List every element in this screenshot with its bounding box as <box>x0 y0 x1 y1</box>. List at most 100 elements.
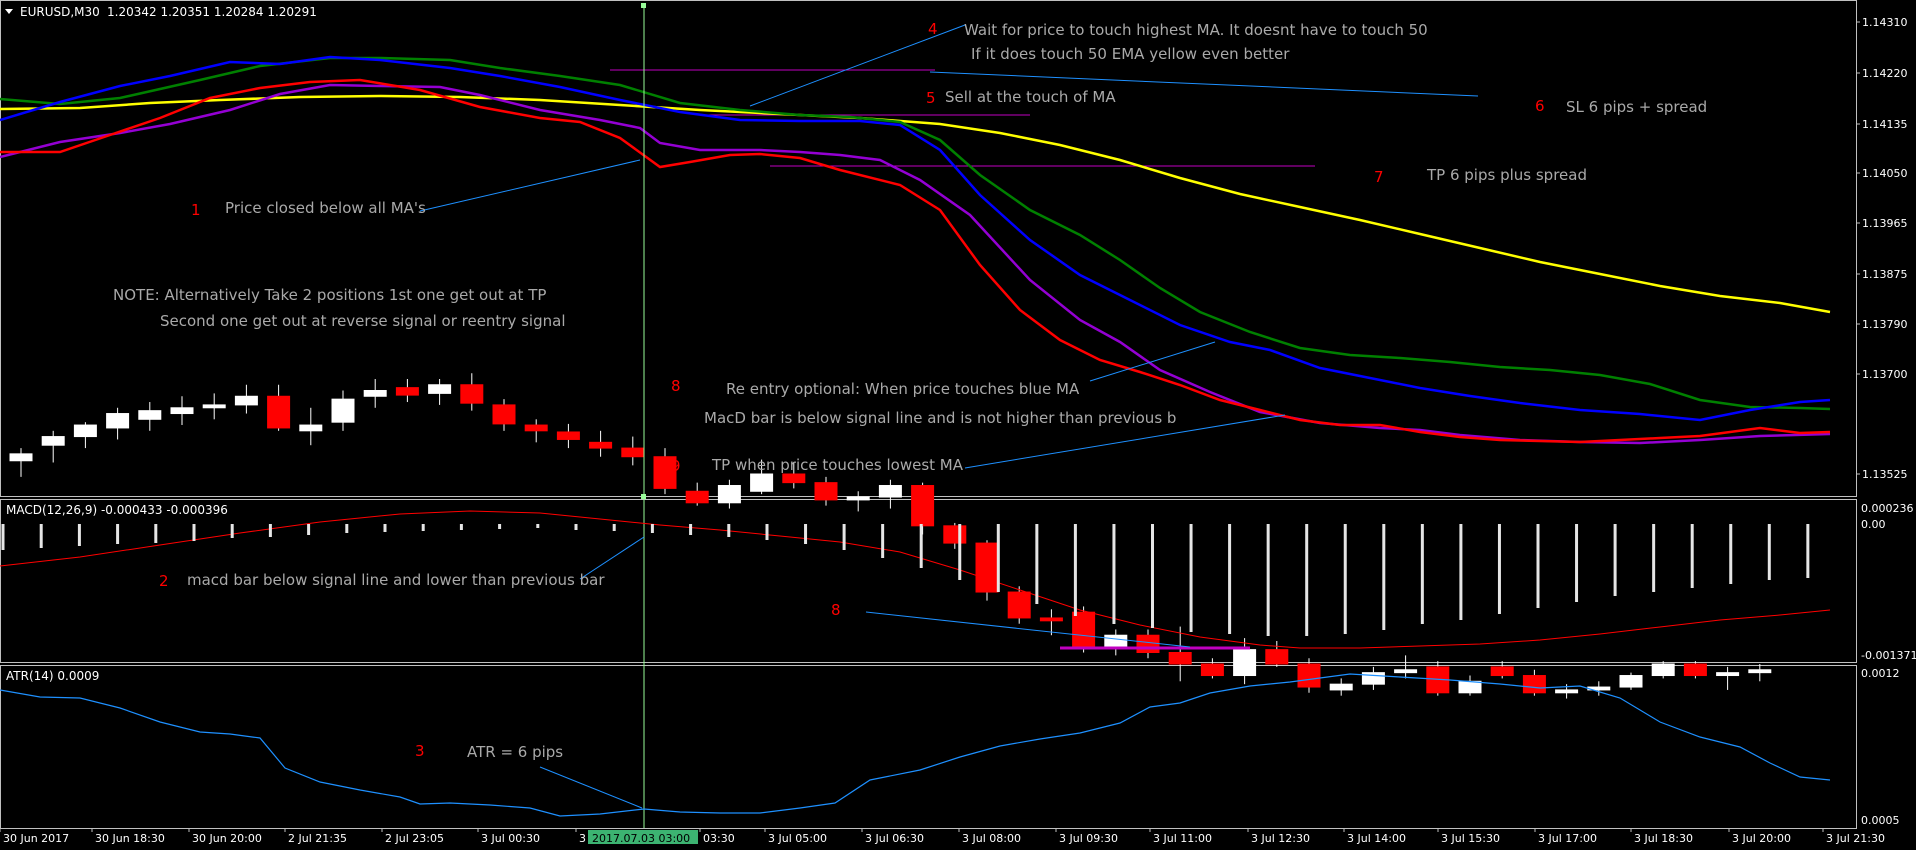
annotation-line-9[interactable] <box>964 414 1286 469</box>
macd-histogram[interactable] <box>1 524 1810 636</box>
candle-bull[interactable] <box>1619 675 1643 688</box>
note-text-b: Second one get out at reverse signal or … <box>160 312 566 330</box>
candle-bull[interactable] <box>1458 680 1482 694</box>
annotation-line-1[interactable] <box>419 159 641 212</box>
candle-bull[interactable] <box>1555 689 1579 694</box>
candle-bull[interactable] <box>1716 672 1740 677</box>
time-axis-label: 3 <box>579 832 586 845</box>
candle-bear[interactable] <box>492 404 516 425</box>
candle-bull[interactable] <box>106 413 130 429</box>
candle-bear[interactable] <box>814 482 838 501</box>
candle-bull[interactable] <box>234 395 258 406</box>
annotation-number-4: 4 <box>928 20 938 38</box>
ma-red-line[interactable] <box>0 78 1831 444</box>
candle-bear[interactable] <box>556 431 580 440</box>
candle-bull[interactable] <box>73 424 97 438</box>
macd-signal-line[interactable] <box>0 510 1831 649</box>
macd-axis-zero: 0.00 <box>1861 518 1886 531</box>
candle-bear[interactable] <box>1683 663 1707 677</box>
candle-bear[interactable] <box>1168 651 1192 665</box>
candle-bear[interactable] <box>1007 591 1031 619</box>
annotation-line-3[interactable] <box>539 766 643 809</box>
annotation-number-3: 3 <box>415 742 425 760</box>
annotation-text-5: Sell at the touch of MA <box>945 88 1116 106</box>
candle-bear[interactable] <box>267 395 291 429</box>
price-axis-label: 1.13875 <box>1862 268 1908 281</box>
candle-bear[interactable] <box>1490 666 1514 677</box>
candle-bear[interactable] <box>1136 634 1160 653</box>
annotation-number-8: 8 <box>671 377 681 395</box>
macd-label: MACD(12,26,9) -0.000433 -0.000396 <box>6 503 228 517</box>
sl-line[interactable] <box>929 71 1479 97</box>
ma-blue-line[interactable] <box>0 55 1831 422</box>
candle-bull[interactable] <box>299 424 323 432</box>
candle-bear[interactable] <box>621 447 645 458</box>
atr-line[interactable] <box>0 673 1831 817</box>
annotation-line-4[interactable] <box>749 24 966 107</box>
candle-bull[interactable] <box>1651 663 1675 677</box>
candle-bull[interactable] <box>1233 649 1257 677</box>
annotation-line-8[interactable] <box>1089 341 1216 382</box>
candle-bear[interactable] <box>782 473 806 484</box>
time-axis-label: 30 Jun 18:30 <box>95 832 165 845</box>
atr-panel[interactable] <box>0 665 1857 829</box>
candle-bull[interactable] <box>846 496 870 501</box>
candle-bull[interactable] <box>363 390 387 397</box>
candle-bull[interactable] <box>41 436 65 446</box>
atr-axis-bottom: 0.0005 <box>1861 814 1900 827</box>
candle-bull[interactable] <box>1104 634 1128 648</box>
price-axis-label: 1.14135 <box>1862 118 1908 131</box>
candle-bear[interactable] <box>685 490 709 504</box>
time-axis-label: 3 Jul 05:00 <box>768 832 827 845</box>
candle-bull[interactable] <box>331 398 355 423</box>
ma-purple-line[interactable] <box>0 83 1831 445</box>
crosshair-handle[interactable] <box>641 494 646 499</box>
crosshair-time-badge[interactable] <box>588 830 698 844</box>
candle-bear[interactable] <box>1072 611 1096 648</box>
candle-bear[interactable] <box>1297 663 1321 688</box>
candle-bear[interactable] <box>460 384 484 404</box>
candle-bear[interactable] <box>1265 649 1289 665</box>
crosshair-handle[interactable] <box>641 3 646 8</box>
candle-bear[interactable] <box>653 456 677 489</box>
annotation-number-7: 7 <box>1374 168 1384 186</box>
annotation-number-9: 9 <box>671 457 681 475</box>
annotation-text-8a: Re entry optional: When price touches bl… <box>726 380 1080 398</box>
candle-bull[interactable] <box>717 485 741 504</box>
candle-bull[interactable] <box>170 407 194 415</box>
candle-bull[interactable] <box>878 485 902 498</box>
time-axis-label: 30 Jun 2017 <box>3 832 69 845</box>
annotation-text-3: ATR = 6 pips <box>467 743 563 761</box>
candle-bull[interactable] <box>750 473 774 492</box>
annotation-line-2[interactable] <box>579 536 645 580</box>
macd-axis-top: 0.000236 <box>1861 502 1914 515</box>
annotation-text-7: TP 6 pips plus spread <box>1426 166 1587 184</box>
candle-bear[interactable] <box>911 485 935 527</box>
candle-bear[interactable] <box>943 525 967 544</box>
time-axis-label: 3 Jul 14:00 <box>1347 832 1406 845</box>
candle-bull[interactable] <box>1361 672 1385 685</box>
annotation-line-8b[interactable] <box>865 611 1191 648</box>
candle-bear[interactable] <box>1522 675 1546 694</box>
ma-green-line[interactable] <box>0 56 1831 411</box>
candle-bull[interactable] <box>1748 669 1772 674</box>
candle-bear[interactable] <box>524 424 548 432</box>
symbol-dropdown-icon[interactable] <box>5 9 13 14</box>
candle-bear[interactable] <box>589 441 613 449</box>
candle-bull[interactable] <box>1329 683 1353 691</box>
current-price-marker <box>1857 417 1916 431</box>
candle-bear[interactable] <box>1200 663 1224 677</box>
candle-bull[interactable] <box>9 453 33 462</box>
annotation-number-6: 6 <box>1535 97 1545 115</box>
candle-bear[interactable] <box>395 387 419 396</box>
candle-bull[interactable] <box>202 404 226 409</box>
ma-yellow-line[interactable] <box>0 94 1831 314</box>
annotation-text-9: TP when price touches lowest MA <box>711 456 964 474</box>
note-text-a: NOTE: Alternatively Take 2 positions 1st… <box>113 286 546 304</box>
candle-bear[interactable] <box>1039 617 1063 622</box>
candle-bull[interactable] <box>428 384 452 394</box>
candle-bull[interactable] <box>138 410 162 420</box>
candle-bear[interactable] <box>975 542 999 593</box>
candle-bull[interactable] <box>1394 669 1418 674</box>
